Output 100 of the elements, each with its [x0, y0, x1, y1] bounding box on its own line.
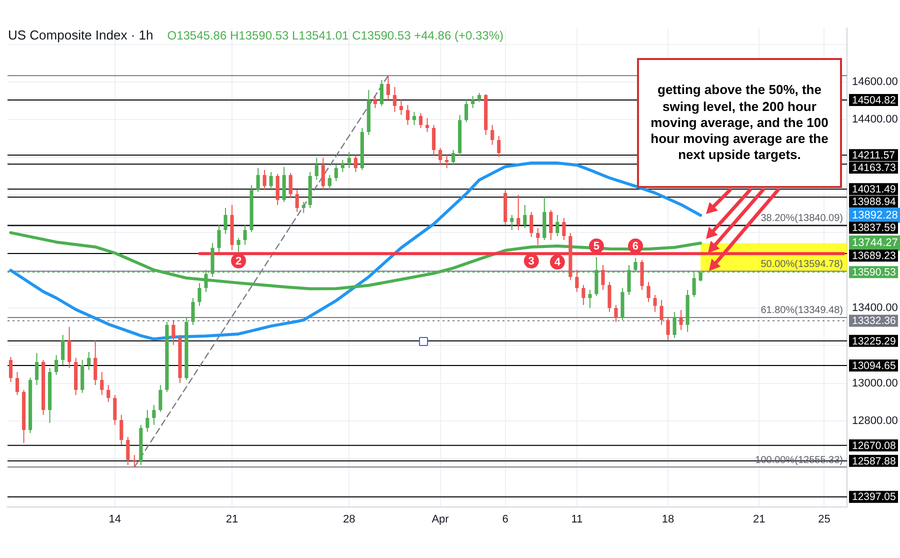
x-tick-label: 25 [818, 514, 830, 526]
candlestick [15, 372, 20, 396]
chart-title: US Composite Index · 1h [8, 28, 154, 43]
candlestick [530, 211, 534, 238]
candlestick [516, 194, 520, 231]
y-tick-label: 12800.00 [852, 414, 898, 427]
candlestick [490, 124, 494, 146]
y-tick-label: 13000.00 [852, 377, 898, 390]
x-tick-label: 6 [502, 514, 508, 526]
candlestick [653, 294, 657, 312]
candlestick [243, 224, 247, 246]
candlestick [34, 352, 39, 386]
candlestick [412, 111, 416, 126]
candlestick [432, 124, 436, 156]
x-tick-label: 18 [662, 514, 674, 526]
candlestick [347, 152, 351, 169]
candlestick [451, 150, 456, 166]
candlestick [132, 454, 136, 468]
x-tick-label: 11 [571, 514, 583, 526]
series-label: 5 [593, 240, 600, 253]
candlestick [8, 356, 13, 382]
candlestick [640, 259, 644, 290]
candlestick [314, 157, 318, 180]
y-tick-label: 13892.28 [852, 209, 898, 222]
candlestick [588, 289, 592, 308]
candlestick [679, 310, 683, 331]
candlestick [113, 394, 117, 426]
series-label: 6 [632, 240, 639, 253]
candlestick [386, 75, 390, 100]
x-tick-label: 14 [108, 514, 122, 526]
ref-line-label: 13225.29 [852, 335, 896, 348]
candlestick [340, 159, 344, 173]
candlestick [54, 354, 58, 376]
candlestick [198, 282, 202, 306]
candlestick [224, 208, 228, 234]
annotation: 50.00%(13594.78) [760, 259, 843, 270]
candlestick [328, 174, 332, 190]
candlestick [269, 172, 273, 189]
ref-line-label: 12587.88 [852, 455, 896, 468]
annotation: 61.80%(13349.48) [760, 305, 843, 316]
x-tick-label: 21 [753, 514, 766, 526]
series-label: 3 [528, 255, 534, 268]
ref-line-label: 12397.05 [852, 491, 896, 504]
series-label: 4 [554, 256, 562, 269]
ref-line-label: 13590.53 [852, 266, 896, 278]
candlestick [380, 79, 384, 106]
ref-line-label: 13988.94 [852, 196, 896, 208]
x-tick-label: 28 [343, 514, 356, 526]
candlestick [126, 436, 130, 466]
candlestick [418, 112, 423, 128]
candlestick [217, 224, 221, 253]
candlestick [471, 95, 475, 109]
y-tick-label: 13400.00 [852, 302, 898, 314]
candlestick [191, 298, 195, 326]
candlestick [523, 204, 527, 228]
candlestick [392, 86, 396, 112]
ref-line-label: 14211.57 [852, 150, 896, 162]
candlestick [302, 201, 306, 214]
candlestick [106, 384, 110, 402]
candlestick [608, 282, 612, 312]
candlestick [438, 147, 442, 166]
chart-subtitle: O13545.86 H13590.53 L13541.01 C13590.53 +44.86 (+0.33%) [167, 28, 504, 42]
y-tick-label: 14600.00 [852, 76, 898, 88]
candlestick [68, 326, 72, 369]
candlestick [556, 214, 560, 237]
candlestick [100, 372, 104, 396]
candlestick [646, 282, 650, 302]
candlestick [295, 189, 299, 212]
ref-line-label: 14504.82 [852, 94, 896, 106]
y-tick-label: 14400.00 [852, 114, 898, 126]
candlestick [549, 210, 553, 241]
candlestick [87, 352, 91, 370]
ref-line-label: 13689.23 [852, 250, 896, 262]
candlestick [262, 169, 266, 190]
candlestick [334, 164, 338, 182]
candlestick [120, 414, 124, 446]
annotation: getting above the 50%, the swing level, the 200 hour moving average, and the 100 hour moving average are the next upside targets. [650, 82, 830, 164]
candlestick [152, 404, 156, 426]
candlestick [464, 99, 468, 122]
candlestick [172, 320, 176, 346]
candlestick [399, 99, 404, 116]
candlestick [61, 334, 65, 366]
candlestick [276, 173, 280, 206]
candlestick [666, 317, 670, 340]
ref-line-label: 13837.59 [852, 222, 896, 234]
ref-line-label: 13332.36 [852, 315, 896, 328]
candlestick [660, 299, 664, 326]
candlestick [406, 104, 410, 126]
candlestick [601, 264, 605, 290]
ref-line-label: 13094.65 [852, 360, 896, 372]
y-tick-label: 13744.27 [852, 237, 898, 250]
candlestick [146, 410, 150, 432]
candlestick [354, 154, 358, 173]
ref-line-label: 12670.08 [852, 440, 896, 452]
x-tick-label: Apr [432, 514, 450, 526]
candlestick [373, 94, 377, 109]
annotation: 38.20%(13840.09) [760, 212, 843, 224]
ref-line-label: 14031.49 [852, 183, 896, 196]
candlestick [614, 304, 618, 322]
x-tick-label: 21 [226, 514, 238, 526]
